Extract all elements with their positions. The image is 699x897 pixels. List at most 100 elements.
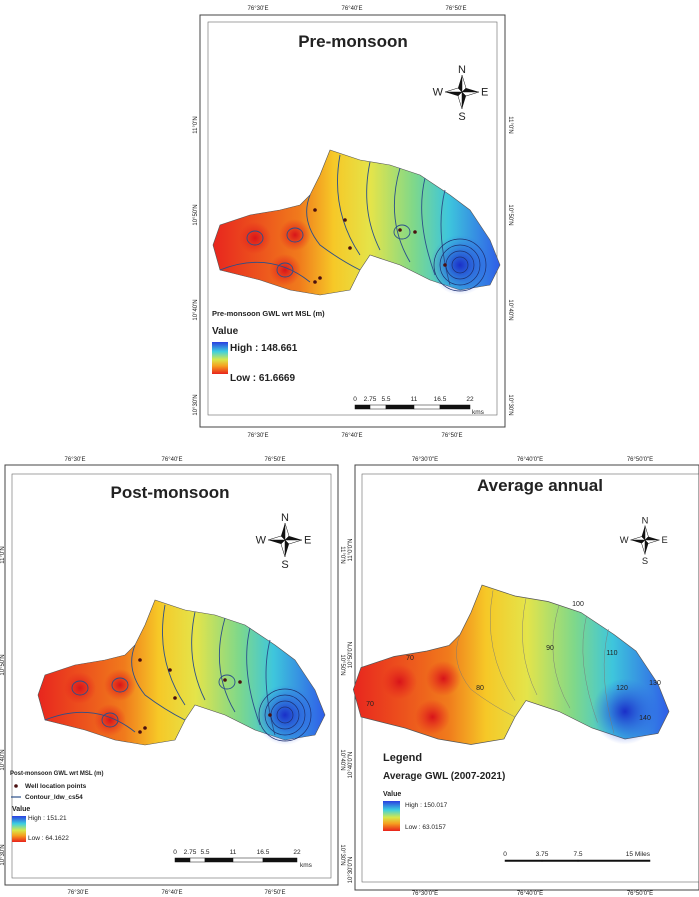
contour-line [393, 167, 411, 263]
legend-high: High : 150.017 [405, 802, 448, 809]
well-point [138, 658, 142, 662]
contour-line [162, 604, 186, 706]
legend-low: Low : 61.6669 [230, 373, 295, 384]
right-coordinate: 11°0'N [507, 116, 513, 133]
scale-segment [354, 404, 371, 410]
bottom-coordinate: 76°40'E [342, 433, 363, 439]
legend-high: High : 148.661 [230, 343, 298, 354]
well-point [313, 208, 317, 212]
bottom-coordinate: 76°30'E [68, 890, 89, 896]
contour-line [421, 177, 436, 276]
scale-label: 5.5 [381, 396, 390, 403]
legend-ramp [12, 816, 26, 842]
bottom-coordinate: 76°40'E [162, 890, 183, 896]
panel-title: Post-monsoon [111, 483, 230, 502]
left-coordinate: 10°30'0"N [348, 857, 354, 884]
well-point [313, 280, 317, 284]
compass-w: W [620, 535, 629, 545]
high-zone [592, 678, 658, 745]
well-point [238, 680, 242, 684]
scale-label: 2.75 [184, 849, 197, 856]
right-coordinate: 10°40'N [339, 749, 345, 770]
well-point [348, 246, 352, 250]
well-point [223, 678, 227, 682]
compass-e: E [304, 535, 311, 547]
left-coordinate: 10°50'N [193, 204, 199, 225]
scale-unit: kms [472, 409, 485, 416]
well-point [138, 730, 142, 734]
compass-s: S [642, 556, 648, 566]
gwl-surface [212, 149, 501, 296]
left-coordinate: 10°40'0"N [348, 752, 354, 779]
bottom-coordinate: 76°30'0"E [412, 891, 438, 897]
map-panel: 76°30'0"E 76°40'0"E 76°50'0"E 76°30'0"E 76°4… [348, 457, 699, 897]
contour-ring [433, 238, 487, 292]
map-neatline [11, 473, 332, 879]
low-zone [239, 222, 271, 254]
compass-e: E [481, 87, 488, 99]
contour-label: 130 [649, 680, 661, 687]
left-coordinate: 10°40'N [193, 299, 199, 320]
legend-low: Low : 63.0157 [405, 824, 446, 831]
map-neatline [207, 21, 498, 416]
contour-ring [286, 227, 304, 243]
contour-label: 110 [606, 650, 617, 657]
scale-segment [174, 857, 191, 863]
compass-w: W [433, 87, 444, 99]
contour-ring [451, 256, 469, 274]
left-coordinate: 11°0'0"N [348, 539, 354, 562]
top-coordinate: 76°30'E [65, 457, 86, 463]
left-coordinate: 10°30'N [0, 844, 6, 865]
scale-segment [413, 404, 441, 410]
right-coordinate: 11°0'N [339, 546, 345, 563]
scale-label: 16.5 [434, 396, 447, 403]
contour-ring [111, 677, 129, 693]
well-point [318, 276, 322, 280]
contour-label: 70 [366, 701, 374, 708]
scale-segment [262, 857, 298, 863]
contour-ring [258, 688, 312, 742]
scale-label: 22 [466, 396, 474, 403]
low-zone [414, 699, 451, 735]
top-coordinate: 76°50'E [265, 457, 286, 463]
compass-rose-light [444, 74, 480, 110]
contour-line [265, 639, 276, 736]
low-zone [381, 664, 418, 700]
compass-w: W [256, 535, 267, 547]
well-point [343, 218, 347, 222]
low-zone [64, 672, 96, 704]
contour-label: 120 [616, 685, 628, 692]
well-point [143, 726, 147, 730]
scale-segment [204, 857, 234, 863]
legend-ramp [383, 801, 400, 831]
contour-ring [218, 674, 236, 690]
contour-ring [276, 706, 294, 724]
contour-ring [264, 694, 306, 736]
scale-label: 0 [173, 849, 177, 856]
legend-title: Post-monsoon GWL wrt MSL (m) [10, 771, 103, 777]
scale-label: 5.5 [200, 849, 209, 856]
well-point [168, 668, 172, 672]
compass-n: N [458, 64, 466, 76]
contour-ring [393, 224, 411, 240]
contour-line [218, 617, 236, 713]
bottom-coordinate: 76°50'E [265, 890, 286, 896]
top-coordinate: 76°50'E [446, 6, 467, 12]
top-coordinate: 76°40'E [162, 457, 183, 463]
contour-line [440, 189, 451, 286]
contour-line [337, 154, 361, 256]
low-zone [269, 254, 301, 286]
contour-ring [71, 680, 89, 696]
legend-heading: Legend [383, 752, 422, 764]
compass-rose-light [267, 522, 303, 558]
scale-segment [189, 857, 206, 863]
compass-s: S [281, 559, 288, 571]
contour-line [552, 604, 571, 709]
scale-segment [439, 404, 471, 410]
compass-e: E [661, 535, 667, 545]
compass-s: S [458, 111, 465, 123]
contour-label: 80 [476, 685, 484, 692]
contour-line [603, 628, 615, 734]
right-coordinate: 10°40'N [507, 299, 513, 320]
